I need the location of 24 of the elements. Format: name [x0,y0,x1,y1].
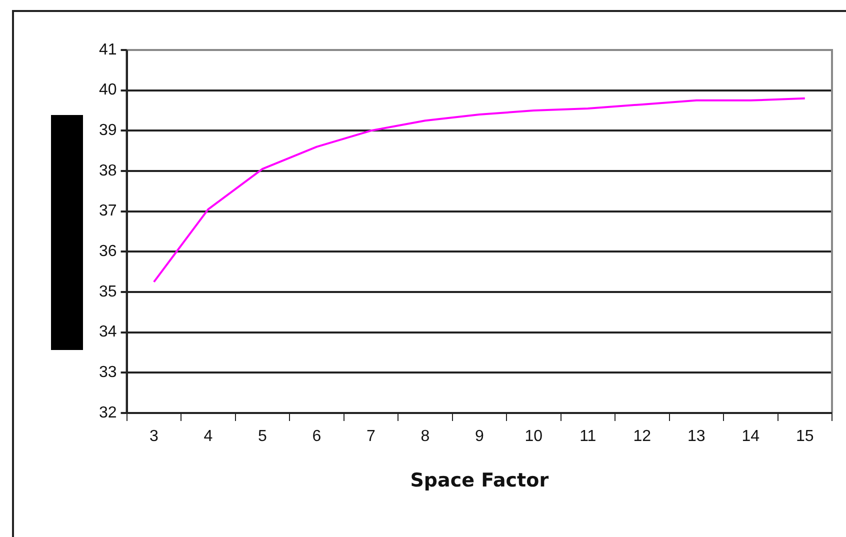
x-tick-label: 4 [204,428,213,446]
y-tick-label: 39 [99,122,117,140]
x-tick-label: 9 [474,428,484,446]
x-tick-label: 11 [580,428,596,446]
x-axis-title: Space Factor [410,470,550,492]
x-tick-label: 6 [312,428,322,446]
x-tick-label: 7 [366,428,376,446]
x-tick-label: 15 [796,428,814,446]
y-tick-label: 36 [99,243,117,260]
x-tick-label: 13 [687,428,706,446]
x-tick-label: 10 [524,428,543,446]
x-tick-label: 12 [633,428,652,446]
y-tick-label: 41 [99,41,117,58]
x-tick-label: 5 [258,428,267,446]
x-tick-label: 8 [420,428,430,446]
y-tick-label: 32 [99,404,117,422]
y-tick-label: 37 [99,202,117,220]
y-tick-label: 35 [99,283,117,300]
y-tick-label: 33 [99,364,117,382]
x-tick-label: 3 [149,428,158,446]
x-tick-label: 14 [742,428,760,446]
y-tick-label: 40 [99,82,117,99]
y-tick-label: 34 [99,324,117,341]
y-tick-label: 38 [99,162,117,180]
